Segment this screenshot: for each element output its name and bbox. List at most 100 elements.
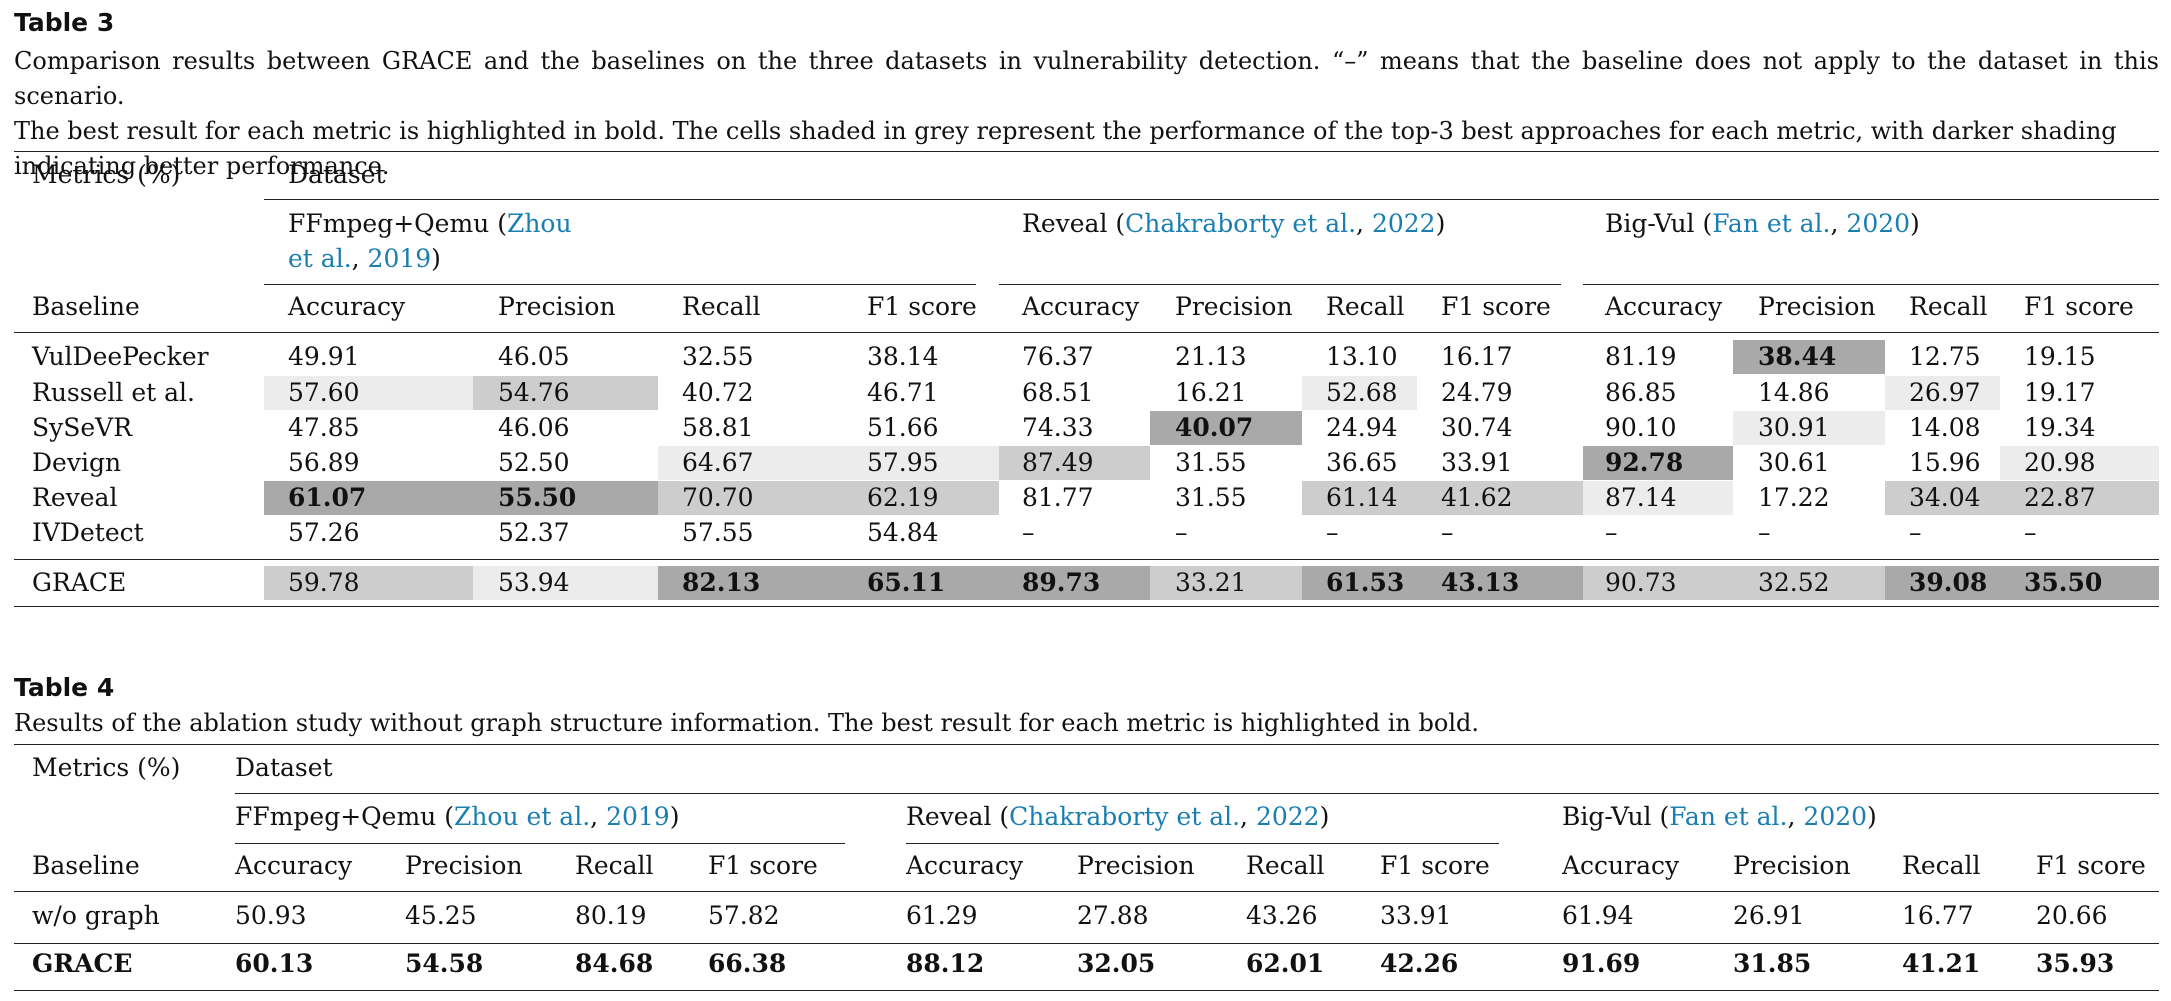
citation-link[interactable]: Fan et al. bbox=[1669, 802, 1788, 831]
table4-caption: Results of the ablation study without gr… bbox=[14, 709, 1479, 737]
table4-cell: 88.12 bbox=[906, 949, 985, 978]
table4-cell: 32.05 bbox=[1077, 949, 1156, 978]
table4-cell: 61.29 bbox=[906, 901, 978, 930]
table3-cell: 82.13 bbox=[682, 568, 761, 597]
table3-metric-header: Precision bbox=[1758, 292, 1876, 321]
table4-cell: 31.85 bbox=[1733, 949, 1812, 978]
table3-shade-cell bbox=[2000, 566, 2159, 600]
table3-cell: 33.21 bbox=[1175, 568, 1247, 597]
table4-cell: 45.25 bbox=[405, 901, 477, 930]
table3-cell: 15.96 bbox=[1909, 448, 1981, 477]
table3-cell: 22.87 bbox=[2024, 483, 2096, 512]
table4-cell: 27.88 bbox=[1077, 901, 1149, 930]
citation-year-link[interactable]: 2022 bbox=[1255, 802, 1320, 831]
table3-dataset-label: Dataset bbox=[288, 160, 386, 189]
table3-row-label: GRACE bbox=[32, 568, 127, 597]
table3-cell: 17.22 bbox=[1758, 483, 1830, 512]
table4-dataset-rule bbox=[235, 793, 2159, 794]
table3-cell: 16.17 bbox=[1441, 342, 1513, 371]
table4-cell: 60.13 bbox=[235, 949, 314, 978]
table3-cell: – bbox=[1758, 518, 1771, 547]
table3-cell: 31.55 bbox=[1175, 448, 1247, 477]
citation-link[interactable]: Chakraborty et al. bbox=[1125, 209, 1357, 238]
table3-cell: – bbox=[1441, 518, 1454, 547]
table3-shade-cell bbox=[1733, 566, 1885, 600]
table3-caption-line-2: The best result for each metric is highl… bbox=[14, 117, 2117, 145]
table3-metric-header: Recall bbox=[1326, 292, 1405, 321]
table3-shade-cell bbox=[999, 566, 1150, 600]
table3-header-rule bbox=[14, 332, 2159, 333]
table3-cell: 59.78 bbox=[288, 568, 360, 597]
table3-caption: Comparison results between GRACE and the… bbox=[14, 44, 2159, 184]
table3-shade-cell bbox=[1302, 376, 1417, 410]
table3-cell: 32.52 bbox=[1758, 568, 1830, 597]
citation-link[interactable]: et al. bbox=[288, 244, 352, 273]
table4-cell: 62.01 bbox=[1246, 949, 1325, 978]
table4-metric-header: F1 score bbox=[708, 851, 818, 880]
table3-cell: 30.74 bbox=[1441, 413, 1513, 442]
table4-grace-rule bbox=[14, 943, 2159, 944]
citation-year-link[interactable]: 2019 bbox=[367, 244, 432, 273]
table4-cell: 84.68 bbox=[575, 949, 654, 978]
table3-shade-cell bbox=[1733, 340, 1885, 374]
table3-cell: 30.91 bbox=[1758, 413, 1830, 442]
table3-cell: 46.06 bbox=[498, 413, 570, 442]
table3-cell: 46.05 bbox=[498, 342, 570, 371]
table4-metric-header: Precision bbox=[1077, 851, 1195, 880]
table3-metric-header: F1 score bbox=[867, 292, 977, 321]
table4-metric-header: F1 score bbox=[2036, 851, 2146, 880]
table3-cell: 57.95 bbox=[867, 448, 939, 477]
table3-cell: 86.85 bbox=[1605, 378, 1677, 407]
table3-cell: 47.85 bbox=[288, 413, 360, 442]
table4-cell: 20.66 bbox=[2036, 901, 2108, 930]
table3-cell: 81.19 bbox=[1605, 342, 1677, 371]
table4-metric-header: F1 score bbox=[1380, 851, 1490, 880]
table4-cell: 80.19 bbox=[575, 901, 647, 930]
citation-year-link[interactable]: 2020 bbox=[1846, 209, 1911, 238]
table3-shade-cell bbox=[1885, 566, 2000, 600]
table3-cell: 40.72 bbox=[682, 378, 754, 407]
table3-metric-header: Recall bbox=[682, 292, 761, 321]
table3-cell: 24.79 bbox=[1441, 378, 1513, 407]
table3-row-label: IVDetect bbox=[32, 518, 144, 547]
table3-cell: 41.62 bbox=[1441, 483, 1513, 512]
table3-cell: 49.91 bbox=[288, 342, 360, 371]
table4-metric-header: Accuracy bbox=[906, 851, 1024, 880]
table3-cell: 61.07 bbox=[288, 483, 367, 512]
table3-metric-header: Accuracy bbox=[1605, 292, 1723, 321]
table4-header-rule bbox=[14, 891, 2159, 892]
table3-cell: 33.91 bbox=[1441, 448, 1513, 477]
citation-link[interactable]: Fan et al. bbox=[1712, 209, 1831, 238]
table3-row-label: SySeVR bbox=[32, 413, 133, 442]
table3-dataset-bigvul: Big-Vul (Fan et al., 2020) bbox=[1605, 209, 1920, 238]
table3-dataset-ffmpeg: FFmpeg+Qemu (Zhou bbox=[288, 209, 572, 238]
table3-cell: 54.76 bbox=[498, 378, 570, 407]
table3-bottom-rule bbox=[14, 606, 2159, 607]
table3-cell: 16.21 bbox=[1175, 378, 1247, 407]
table3-cell: 90.10 bbox=[1605, 413, 1677, 442]
table4-group-rule-ffmpeg bbox=[235, 843, 845, 844]
table4-top-rule bbox=[14, 744, 2159, 745]
table3-group-rule-bigvul bbox=[1583, 284, 2159, 285]
citation-link[interactable]: Chakraborty et al. bbox=[1009, 802, 1241, 831]
table3-cell: 14.08 bbox=[1909, 413, 1981, 442]
table3-cell: 19.15 bbox=[2024, 342, 2096, 371]
citation-link[interactable]: Zhou et al. bbox=[453, 802, 591, 831]
table3-shade-cell bbox=[473, 376, 658, 410]
table3-metric-header: Accuracy bbox=[288, 292, 406, 321]
table3-metrics-label: Metrics (%) bbox=[32, 160, 181, 189]
citation-link[interactable]: Zhou bbox=[506, 209, 572, 238]
table3-shade-cell bbox=[2000, 481, 2159, 515]
table4-dataset-bigvul: Big-Vul (Fan et al., 2020) bbox=[1562, 802, 1877, 831]
table3-cell: 61.53 bbox=[1326, 568, 1405, 597]
table4-cell: 35.93 bbox=[2036, 949, 2115, 978]
table3-cell: – bbox=[1909, 518, 1922, 547]
citation-year-link[interactable]: 2019 bbox=[606, 802, 670, 831]
table4-cell: 26.91 bbox=[1733, 901, 1805, 930]
table3-cell: 19.17 bbox=[2024, 378, 2096, 407]
table4-row-label: w/o graph bbox=[32, 901, 160, 930]
table3-cell: – bbox=[1326, 518, 1339, 547]
citation-year-link[interactable]: 2020 bbox=[1803, 802, 1868, 831]
table4-metric-header: Precision bbox=[1733, 851, 1851, 880]
citation-year-link[interactable]: 2022 bbox=[1371, 209, 1436, 238]
